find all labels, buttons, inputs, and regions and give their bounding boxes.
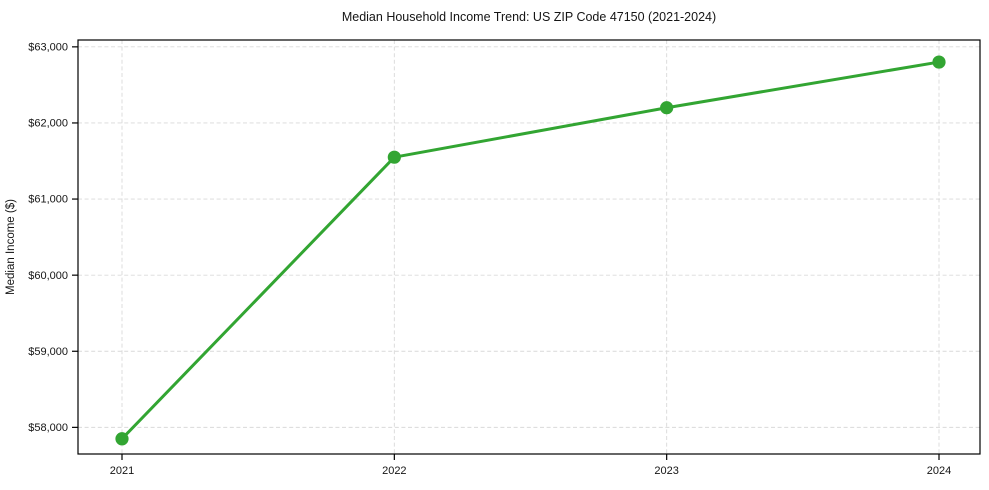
plot-border: [77, 39, 981, 455]
data-point-2023: [660, 101, 674, 115]
y-tick-label: $62,000: [28, 118, 68, 130]
chart-title: Median Household Income Trend: US ZIP Co…: [342, 10, 716, 24]
x-tick-label: 2021: [110, 465, 134, 477]
series-layer: [115, 55, 946, 446]
data-point-2021: [115, 432, 129, 446]
y-tick-label: $61,000: [28, 194, 68, 206]
x-tick-label: 2022: [382, 465, 406, 477]
y-tick-label: $58,000: [28, 422, 68, 434]
data-point-2022: [387, 150, 401, 164]
y-tick-label: $59,000: [28, 346, 68, 358]
data-point-2024: [932, 55, 946, 69]
trend-line: [120, 60, 941, 441]
x-tick-label: 2023: [654, 465, 678, 477]
axes-layer: $58,000 $59,000 $60,000 $61,000 $62,000 $63,0…: [28, 39, 981, 477]
grid-layer: [78, 40, 980, 454]
y-axis-label: Median Income ($): [5, 199, 17, 295]
y-tick-label: $63,000: [28, 41, 68, 53]
y-tick-label: $60,000: [28, 270, 68, 282]
x-tick-label: 2024: [927, 465, 951, 477]
